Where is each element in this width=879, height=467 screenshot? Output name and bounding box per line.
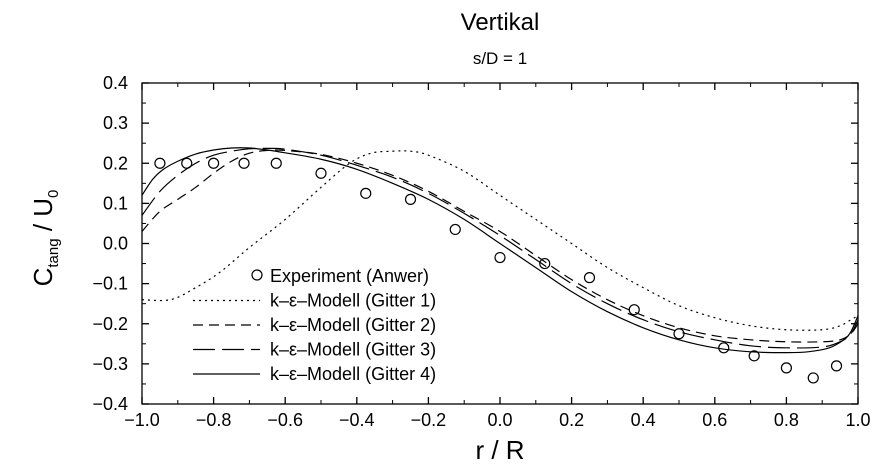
experiment-point <box>673 328 685 340</box>
legend-label: k–ε–Modell (Gitter 2) <box>270 315 436 335</box>
experiment-point <box>539 257 551 270</box>
series-line-gitter-3 <box>141 147 859 349</box>
legend: Experiment (Anwer) k–ε–Modell (Gitter 1) k… <box>193 266 436 384</box>
x-tick-label: 0.6 <box>702 410 727 430</box>
x-tick-label: −0.4 <box>339 410 375 430</box>
experiment-point <box>270 157 282 169</box>
chart-title: Vertikal <box>461 9 540 36</box>
experiment-point <box>494 251 506 264</box>
y-axis-label: Ctang / U0 <box>28 190 62 287</box>
y-axis-label-mid: / U <box>28 198 58 238</box>
experiment-point <box>360 187 372 199</box>
experiment-point <box>748 350 760 362</box>
chart-subtitle: s/D = 1 <box>473 49 527 68</box>
experiment-point <box>238 157 250 169</box>
experiment-point <box>780 362 793 374</box>
experiment-point <box>718 342 730 354</box>
y-tick-label: −0.2 <box>92 314 128 334</box>
legend-label: Experiment (Anwer) <box>270 266 429 286</box>
y-axis-label-sub2: 0 <box>45 190 62 198</box>
series-line-gitter-1 <box>141 150 859 331</box>
experiment-point <box>628 304 640 316</box>
y-tick-label: −0.3 <box>92 354 128 374</box>
y-axis-label-main: C <box>28 268 58 287</box>
x-tick-label: 1.0 <box>845 410 870 430</box>
x-tick-label: −0.6 <box>267 410 303 430</box>
experiment-point <box>583 272 596 284</box>
experiment-point <box>807 372 819 384</box>
x-tick-label: −1.0 <box>124 410 160 430</box>
y-tick-label: 0.4 <box>103 73 128 93</box>
axis-ticks: −1.0 −0.8 −0.6 −0.4 −0.2 0.0 0.2 0.4 0.6 0.8 1.0 −0… <box>92 73 870 430</box>
series-line-gitter-2 <box>141 149 859 343</box>
experiment-point <box>181 157 193 169</box>
experiment-point <box>449 223 461 236</box>
data-markers <box>154 157 843 384</box>
legend-marker-experiment <box>251 269 263 281</box>
experiment-point <box>404 193 417 205</box>
experiment-point <box>830 360 843 372</box>
x-tick-label: −0.2 <box>411 410 447 430</box>
y-tick-label: 0.1 <box>103 193 128 213</box>
series-line-gitter-4 <box>141 147 859 354</box>
plot-lines <box>141 147 859 354</box>
experiment-point <box>208 157 220 169</box>
legend-label: k–ε–Modell (Gitter 4) <box>270 364 436 384</box>
x-tick-label: 0.4 <box>631 410 656 430</box>
x-tick-label: −0.8 <box>196 410 232 430</box>
y-axis-label-sub1: tang <box>45 238 62 267</box>
y-tick-label: −0.1 <box>92 274 128 294</box>
x-axis-label: r / R <box>475 435 524 465</box>
y-tick-label: 0.3 <box>103 113 128 133</box>
x-tick-label: 0.0 <box>487 410 512 430</box>
y-tick-label: 0.2 <box>103 153 128 173</box>
y-tick-label: 0.0 <box>103 234 128 254</box>
legend-label: k–ε–Modell (Gitter 1) <box>270 291 436 311</box>
experiment-point <box>315 167 327 179</box>
x-tick-label: 0.2 <box>559 410 584 430</box>
x-tick-label: 0.8 <box>774 410 799 430</box>
legend-label: k–ε–Modell (Gitter 3) <box>270 340 436 360</box>
experiment-point <box>154 157 166 169</box>
y-tick-label: −0.4 <box>92 394 128 414</box>
